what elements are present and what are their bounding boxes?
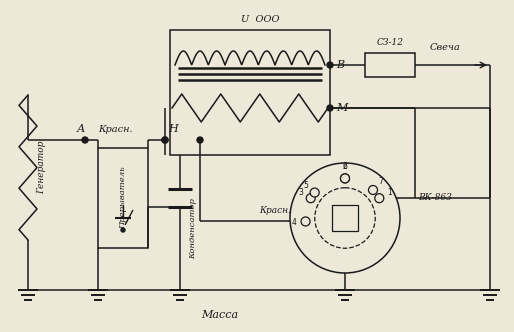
Text: 1: 1 [387,188,392,197]
Text: Конденсатор: Конденсатор [189,199,197,259]
Text: Н: Н [168,124,178,134]
Text: 4: 4 [291,218,297,227]
Circle shape [310,188,319,197]
Circle shape [306,194,315,203]
Text: В: В [336,60,344,70]
Circle shape [375,194,384,203]
Text: Прерыватель: Прерыватель [119,167,127,229]
Text: М: М [336,103,347,113]
Bar [170,30,330,155]
Text: Масса: Масса [201,310,238,320]
Text: Свеча: Свеча [430,43,461,52]
Bar [98,148,148,248]
Text: 2: 2 [343,162,347,171]
Circle shape [197,137,203,143]
Circle shape [327,62,333,68]
Text: СЗ-12: СЗ-12 [376,38,403,47]
Circle shape [290,163,400,273]
Text: Красн.: Красн. [260,207,291,215]
Circle shape [315,188,375,248]
Text: 5: 5 [303,181,308,190]
Circle shape [340,174,350,183]
Text: 6: 6 [342,162,347,171]
Circle shape [301,217,310,226]
Text: 7: 7 [379,177,383,186]
Circle shape [121,228,125,232]
Text: U  ООО: U ООО [241,15,279,24]
Text: 3: 3 [298,188,303,197]
Bar [332,205,358,231]
Text: А: А [77,124,85,134]
Circle shape [340,174,350,183]
Circle shape [162,137,168,143]
Circle shape [327,105,333,111]
Text: Красн.: Красн. [98,125,132,134]
Circle shape [162,137,168,143]
Circle shape [369,186,377,195]
Bar [365,53,415,77]
Circle shape [82,137,88,143]
Text: ВК-863: ВК-863 [418,193,452,202]
Text: Генератор: Генератор [38,141,46,194]
